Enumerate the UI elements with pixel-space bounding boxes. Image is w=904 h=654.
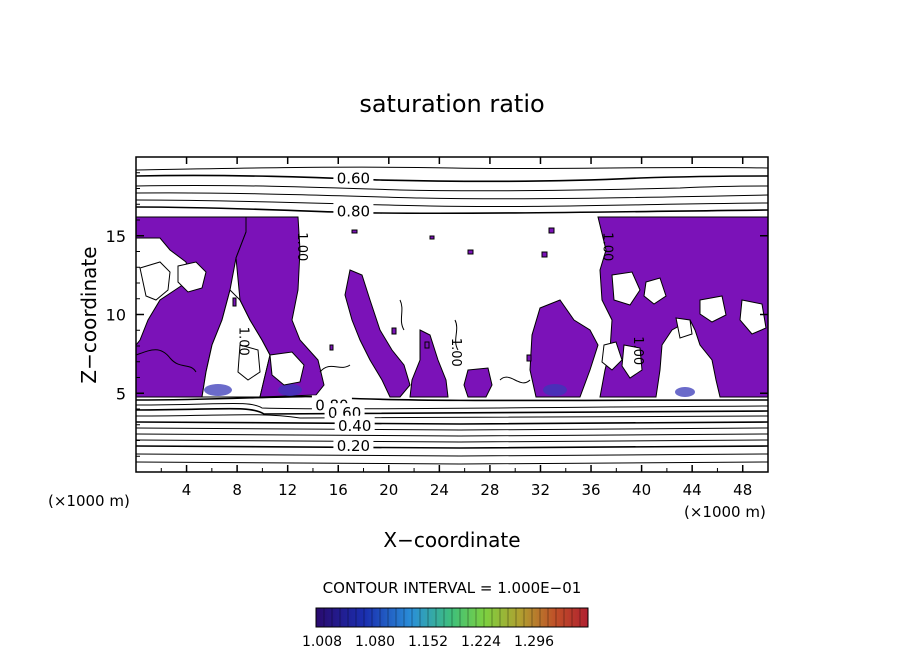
y-tick-label: 15 <box>106 227 126 246</box>
x-tick-label: 36 <box>581 481 600 499</box>
colorbar-tick-label: 1.224 <box>461 634 501 650</box>
y-axis-label: Z−coordinate <box>77 246 101 383</box>
x-tick-label: 8 <box>232 481 242 499</box>
colorbar-labels: 1.008 1.080 1.152 1.224 1.296 <box>302 634 554 650</box>
colorbar-tick-label: 1.080 <box>355 634 395 650</box>
x-tick-label: 24 <box>430 481 449 499</box>
contour-label-rotated: 1.00 <box>448 338 463 367</box>
contour-lines-mid <box>136 299 531 384</box>
x-tick-label: 40 <box>632 481 651 499</box>
plot-area <box>136 166 768 465</box>
y-tick-label: 10 <box>106 306 126 325</box>
colorbar-stripes <box>323 608 581 627</box>
x-tick-label: 20 <box>379 481 398 499</box>
x-unit-right: (×1000 m) <box>684 503 766 521</box>
contour-lines-lower <box>136 395 768 465</box>
x-unit-left: (×1000 m) <box>48 492 130 510</box>
scattered-cells <box>232 227 555 362</box>
contour-label-rotated: 1.00 <box>600 232 615 261</box>
contour-label-bg <box>333 436 374 454</box>
x-tick-label: 16 <box>329 481 348 499</box>
x-axis-label: X−coordinate <box>383 528 520 552</box>
contour-label: 0.40 <box>338 417 371 435</box>
contour-interval-text: CONTOUR INTERVAL = 1.000E−01 <box>323 579 582 597</box>
contour-lines-upper <box>136 166 768 215</box>
colorbar: 1.008 1.080 1.152 1.224 1.296 <box>302 607 589 650</box>
subsaturated-holes <box>139 261 767 386</box>
chart-title: saturation ratio <box>359 90 544 118</box>
contour-label: 0.60 <box>337 169 370 187</box>
x-axis-ticks: 4 8 12 16 20 24 28 32 36 40 44 48 <box>160 157 752 499</box>
contour-label-layer: 0.600.800.800.600.400.201.001.001.001.00… <box>236 168 645 455</box>
contour-label: 0.20 <box>337 437 370 455</box>
x-tick-label: 44 <box>683 481 702 499</box>
x-tick-label: 28 <box>480 481 499 499</box>
contour-label-bg <box>333 168 374 186</box>
colorbar-tick-label: 1.296 <box>514 634 554 650</box>
colorbar-tick-label: 1.008 <box>302 634 342 650</box>
x-tick-label: 32 <box>531 481 550 499</box>
contour-label-bg <box>334 415 375 433</box>
contour-label: 0.80 <box>337 203 370 221</box>
contour-label-rotated: 1.00 <box>630 336 645 365</box>
colorbar-tick-label: 1.152 <box>408 634 448 650</box>
contour-label-bg <box>333 201 374 219</box>
saturation-fill-regions <box>136 216 768 398</box>
contour-label-rotated: 1.00 <box>236 327 251 356</box>
x-tick-label: 4 <box>182 481 192 499</box>
y-axis-ticks: 5 10 15 <box>106 172 768 457</box>
y-tick-label: 5 <box>116 384 126 403</box>
x-tick-label: 12 <box>278 481 297 499</box>
saturation-core-shading <box>204 384 695 397</box>
x-tick-label: 48 <box>733 481 752 499</box>
contour-label-rotated: 1.00 <box>294 232 309 261</box>
